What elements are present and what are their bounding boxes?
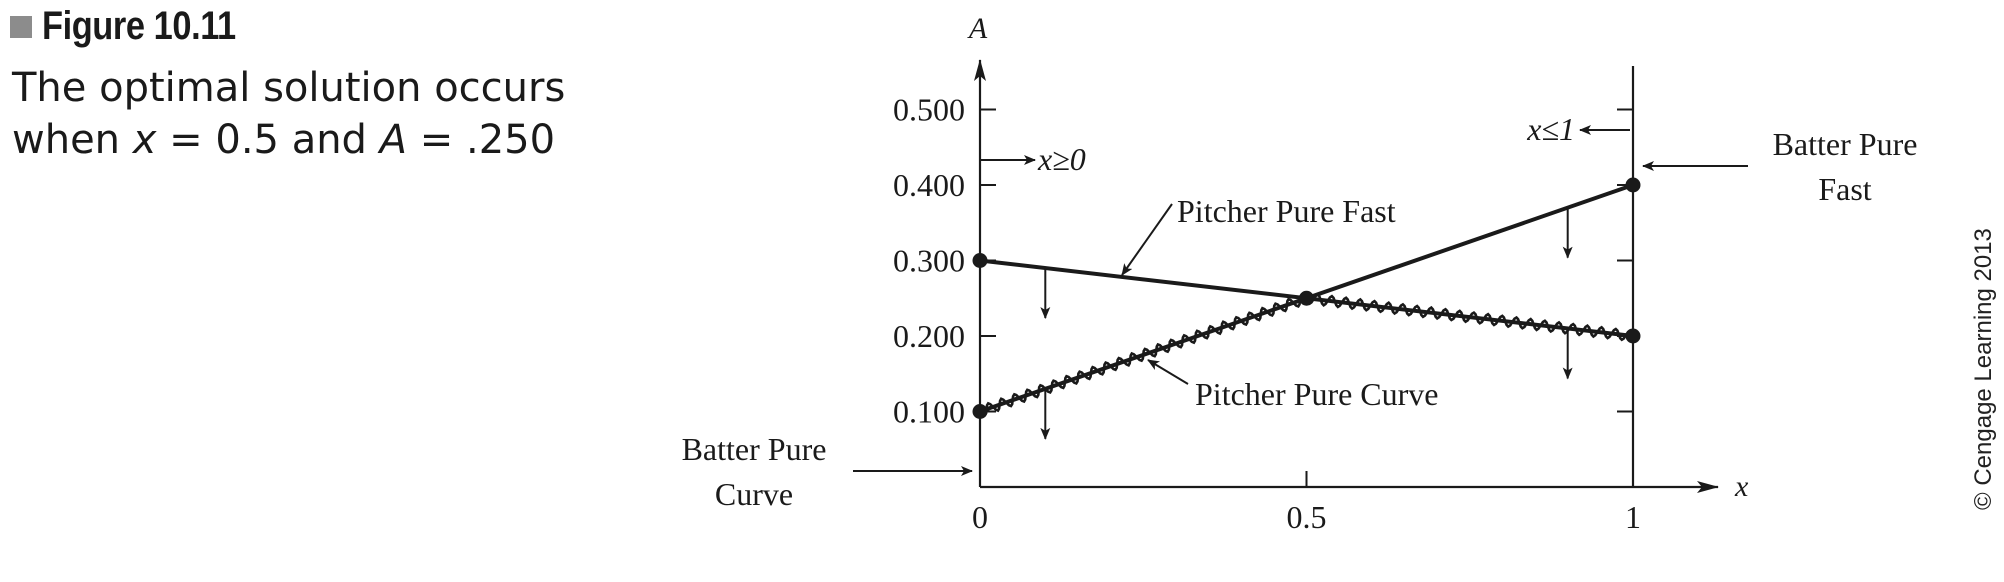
pitcher-fast-leader: [1121, 203, 1173, 276]
point-fast-start: [972, 253, 988, 268]
x-le-1-label: x≤1: [1526, 111, 1575, 147]
batter-curve-label-line1: Batter Pure: [682, 431, 827, 467]
series-group: [972, 177, 1641, 419]
figure-caption: The optimal solution occurs when x = 0.5…: [12, 62, 565, 166]
x-tick-label-0.5: 0.5: [1287, 499, 1327, 535]
feasible-boundary-fast-segment: [1305, 292, 1635, 342]
x-tick-label-1: 1: [1625, 499, 1641, 535]
x-ge-0-label: x≥0: [1037, 141, 1086, 177]
figure-label: Figure 10.11: [42, 4, 236, 48]
figure-marker-square: [10, 15, 32, 38]
y-tick-label-0.100: 0.100: [893, 394, 965, 430]
x-tick-label-0: 0: [972, 499, 988, 535]
batter-curve-label-line2: Curve: [715, 476, 793, 512]
caption-line-1: The optimal solution occurs: [12, 65, 566, 111]
pitcher-curve-leader: [1147, 359, 1189, 385]
batter-fast-label-line1: Batter Pure: [1773, 126, 1918, 162]
caption-when: when: [12, 117, 133, 163]
caption-a-eq: = .250: [407, 117, 556, 163]
point-fast-end: [1625, 328, 1641, 344]
copyright-text: © Cengage Learning 2013: [1970, 228, 1997, 510]
batter-fast-label-line2: Fast: [1818, 171, 1871, 207]
y-tick-label-0.200: 0.200: [893, 318, 965, 354]
point-curve-end: [1625, 177, 1641, 193]
ticks: 0.100 0.200 0.300 0.400 0.500 0 0.5 1: [893, 92, 1641, 536]
y-tick-label-0.400: 0.400: [893, 167, 965, 203]
y-tick-label-0.300: 0.300: [893, 243, 965, 279]
feasible-boundary-curve-segment: [979, 293, 1308, 417]
pitcher-curve-label: Pitcher Pure Curve: [1195, 376, 1439, 412]
caption-a-var: A: [379, 117, 408, 163]
x-axis-label: x: [1734, 470, 1749, 503]
axes: Ax: [967, 12, 1749, 503]
pitcher-fast-label: Pitcher Pure Fast: [1177, 193, 1396, 229]
y-tick-label-0.500: 0.500: [893, 92, 965, 128]
optimal-point: [1299, 290, 1314, 306]
point-curve-start: [972, 404, 988, 419]
caption-x-eq: = 0.5 and: [156, 117, 380, 163]
figure-header: Figure 10.11: [10, 4, 267, 49]
caption-line-2: when x = 0.5 and A = .250: [12, 114, 565, 166]
annotations: x≥0 x≤1 Pitcher Pure Fast Pitcher Pure Curv…: [682, 111, 1918, 512]
y-axis-label: A: [967, 12, 988, 45]
caption-x-var: x: [132, 117, 157, 163]
